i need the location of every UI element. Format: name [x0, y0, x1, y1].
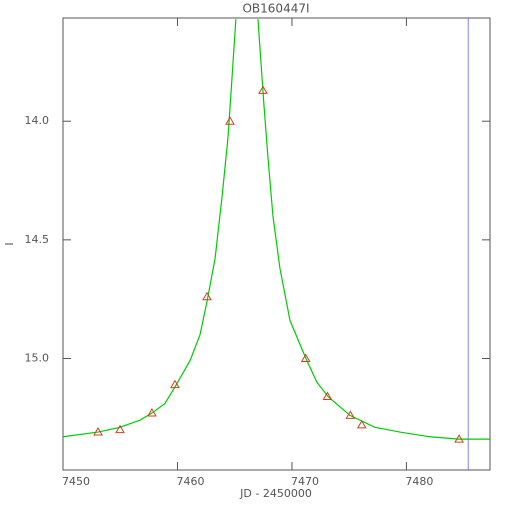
data-point — [93, 427, 103, 436]
y-tick-label: 14.5 — [25, 233, 50, 246]
data-point — [345, 410, 356, 419]
x-axis-label: JD - 2450000 — [239, 487, 312, 500]
data-point — [454, 434, 464, 443]
x-tick-label: 7480 — [405, 475, 433, 488]
x-tick-label: 7460 — [176, 475, 204, 488]
data-point — [115, 424, 125, 434]
data-point — [356, 419, 367, 429]
plot-area — [63, 18, 490, 470]
data-point — [322, 391, 333, 400]
data-point — [170, 379, 180, 389]
y-tick-label: 14.0 — [25, 114, 50, 127]
chart-title: OB160447I — [242, 2, 309, 16]
y-tick-label: 15.0 — [25, 351, 50, 364]
x-tick-label: 7470 — [291, 475, 319, 488]
data-point — [147, 408, 157, 417]
x-tick-label: 7450 — [62, 475, 90, 488]
y-axis-label: I — [3, 242, 16, 245]
data-point — [202, 291, 212, 301]
data-point — [225, 116, 235, 125]
plot-frame — [62, 17, 491, 471]
data-point — [258, 85, 268, 94]
model-curve — [63, 19, 490, 440]
data-point — [300, 353, 311, 362]
